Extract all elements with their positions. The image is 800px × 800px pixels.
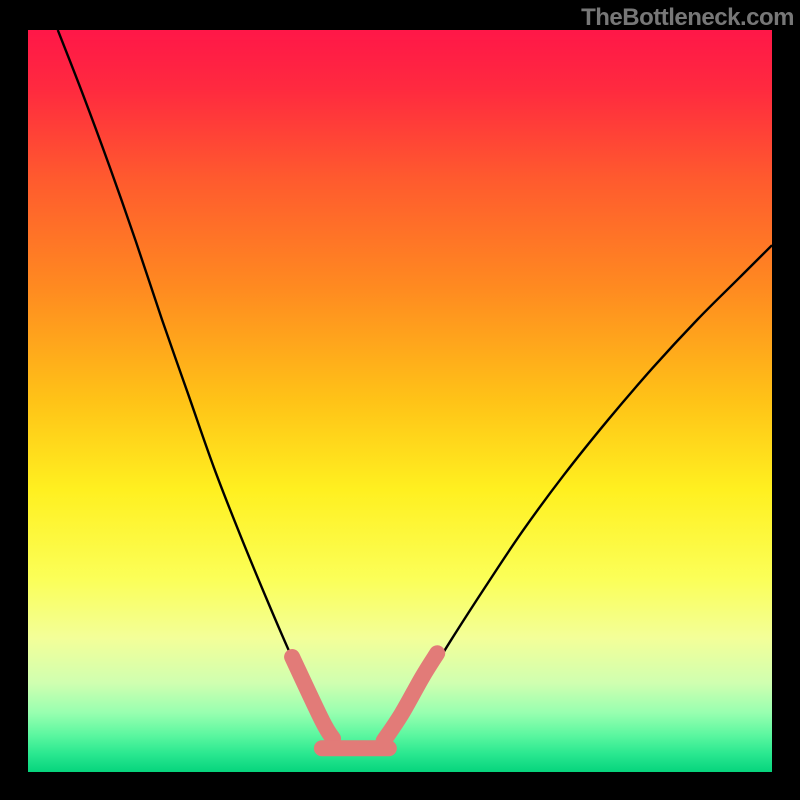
chart-container: TheBottleneck.com [0, 0, 800, 800]
plot-area [28, 30, 772, 772]
left-curve [58, 30, 344, 750]
watermark-text: TheBottleneck.com [581, 4, 794, 32]
right-ascender-highlight [384, 653, 438, 741]
chart-curves [28, 30, 772, 772]
right-curve [374, 245, 772, 750]
left-descender-highlight [292, 657, 333, 739]
